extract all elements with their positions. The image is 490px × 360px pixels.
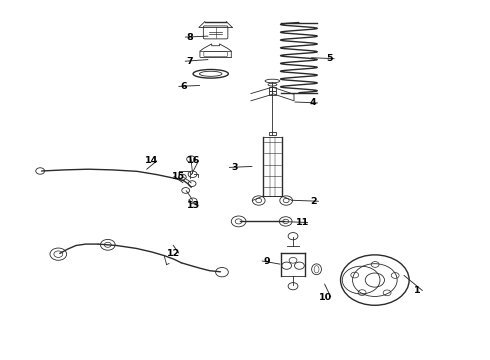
Text: 2: 2 [310, 197, 317, 206]
Text: 10: 10 [319, 292, 332, 302]
Bar [269, 91, 276, 95]
Text: 13: 13 [187, 201, 200, 210]
Text: 15: 15 [172, 172, 185, 181]
Text: 7: 7 [187, 57, 194, 66]
Text: 9: 9 [264, 256, 270, 266]
Text: 8: 8 [187, 33, 194, 42]
Text: 12: 12 [167, 249, 181, 258]
Text: 6: 6 [180, 82, 187, 91]
Text: 1: 1 [414, 286, 421, 295]
Text: 14: 14 [145, 156, 159, 166]
Text: 4: 4 [309, 99, 316, 108]
Text: 11: 11 [296, 218, 310, 227]
Text: 16: 16 [187, 156, 200, 166]
Bar [269, 87, 276, 91]
Text: 5: 5 [326, 54, 333, 63]
Text: 3: 3 [231, 163, 238, 172]
Bar [269, 132, 276, 135]
